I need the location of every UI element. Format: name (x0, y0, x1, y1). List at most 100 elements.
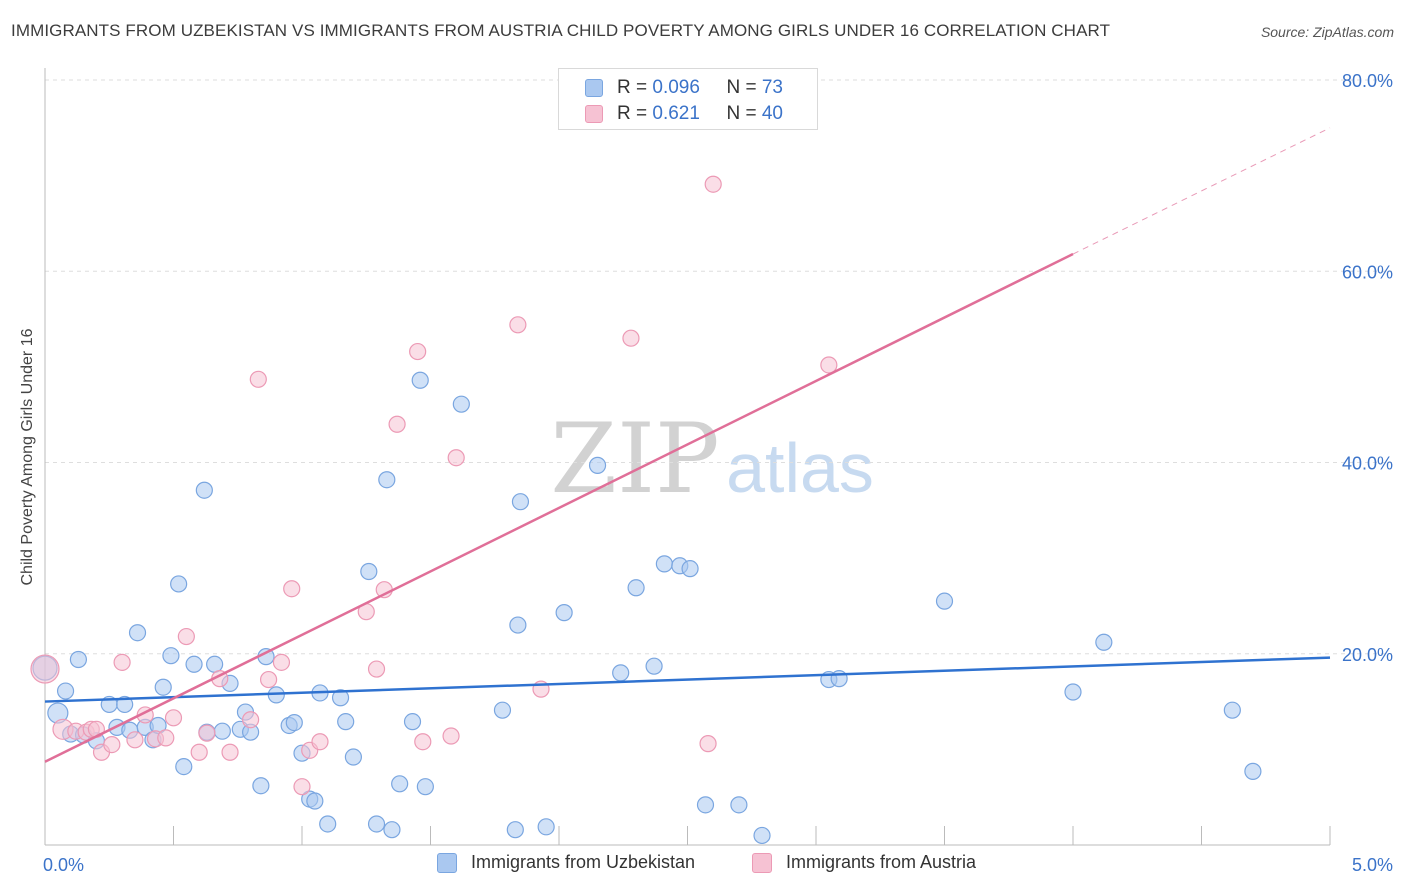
bottom-legend-swatch-blue (437, 853, 457, 873)
correlation-legend: R = 0.096 N = 73 R = 0.621 N = 40 (558, 68, 818, 130)
y-tick-label: 60.0% (1342, 262, 1393, 282)
data-point-austria (442, 727, 460, 745)
data-point-uzbekistan (331, 689, 350, 707)
data-point-austria (622, 329, 640, 347)
data-point-austria (283, 580, 301, 598)
data-point-uzbekistan (337, 713, 355, 731)
data-point-uzbekistan (116, 695, 134, 714)
data-point-austria (699, 735, 717, 753)
legend-r-value: 0.096 (652, 77, 700, 98)
data-point-uzbekistan (344, 748, 362, 766)
data-point-uzbekistan (383, 821, 401, 839)
data-point-uzbekistan (175, 757, 193, 776)
data-point-uzbekistan (645, 657, 663, 675)
data-point-austria (409, 342, 427, 361)
watermark-atlas: atlas (726, 429, 874, 507)
legend-swatch-blue (585, 79, 603, 97)
chart-source: Source: ZipAtlas.com (1260, 24, 1394, 40)
data-point-uzbekistan (730, 796, 748, 814)
data-point-austria (157, 729, 175, 747)
data-point-austria (388, 415, 406, 433)
data-point-uzbekistan (588, 456, 607, 474)
trend-line-austria-extension (1072, 127, 1331, 255)
data-point-uzbekistan (162, 647, 180, 665)
data-point-uzbekistan (285, 713, 303, 732)
data-point-uzbekistan (493, 701, 512, 719)
data-point-uzbekistan (1223, 701, 1241, 719)
data-point-uzbekistan (378, 471, 396, 489)
data-point-austria (190, 743, 208, 761)
y-tick-label: 80.0% (1342, 71, 1393, 91)
data-point-uzbekistan (511, 493, 530, 511)
watermark-zip: ZIP (550, 403, 719, 515)
data-point-uzbekistan (1095, 633, 1113, 651)
legend-n-label: N = (726, 103, 762, 124)
data-point-austria (113, 653, 131, 671)
data-point-austria (311, 733, 329, 751)
data-point-uzbekistan (56, 682, 75, 700)
data-point-uzbekistan (319, 815, 337, 833)
legend-n-value: 73 (761, 77, 783, 98)
data-point-uzbekistan (367, 815, 386, 833)
legend-swatch-pink (585, 105, 603, 123)
data-point-uzbekistan (391, 775, 409, 793)
data-point-uzbekistan (935, 592, 954, 610)
data-point-uzbekistan (252, 777, 270, 795)
data-point-austria (820, 356, 838, 374)
x-tick-label: 0.0% (43, 855, 84, 875)
data-point-uzbekistan (185, 655, 203, 673)
data-point-uzbekistan (452, 395, 470, 413)
data-point-uzbekistan (627, 579, 645, 597)
data-point-uzbekistan (1244, 762, 1262, 780)
data-point-austria (509, 316, 527, 334)
data-point-uzbekistan (753, 826, 771, 845)
data-point-austria (259, 670, 278, 689)
bottom-legend-label: Immigrants from Uzbekistan (471, 852, 696, 872)
bottom-legend-swatch-pink (752, 853, 772, 873)
data-point-uzbekistan (360, 562, 378, 581)
data-point-austria (30, 654, 60, 684)
data-point-austria (103, 735, 121, 754)
data-point-uzbekistan (509, 616, 527, 634)
data-point-austria (164, 709, 183, 727)
legend-n-value: 40 (761, 103, 783, 124)
legend-r-value: 0.621 (652, 103, 700, 124)
data-point-austria (447, 449, 465, 467)
data-point-uzbekistan (206, 655, 224, 673)
data-point-austria (272, 653, 291, 671)
data-point-uzbekistan (537, 818, 555, 836)
data-point-austria (704, 175, 722, 193)
data-point-uzbekistan (506, 821, 524, 839)
legend-n-label: N = (726, 77, 762, 98)
data-point-uzbekistan (69, 650, 88, 669)
data-point-uzbekistan (655, 555, 673, 573)
data-point-austria (249, 370, 267, 388)
legend-r-label: R = (617, 103, 653, 124)
bottom-legend-label: Immigrants from Austria (786, 852, 977, 872)
data-point-austria (414, 733, 432, 751)
y-tick-label: 20.0% (1342, 645, 1393, 665)
data-point-austria (293, 778, 311, 796)
data-point-uzbekistan (213, 722, 231, 740)
data-point-uzbekistan (403, 713, 422, 731)
data-point-uzbekistan (170, 575, 188, 593)
trend-line-uzbekistan (44, 656, 1331, 703)
data-point-uzbekistan (195, 481, 213, 499)
data-point-austria (198, 724, 216, 742)
data-point-uzbekistan (411, 371, 429, 389)
data-point-uzbekistan (696, 796, 715, 814)
data-point-uzbekistan (612, 664, 630, 682)
data-point-uzbekistan (1064, 683, 1082, 701)
data-point-uzbekistan (681, 560, 699, 578)
y-tick-label: 40.0% (1342, 454, 1393, 474)
data-point-austria (177, 627, 195, 646)
data-point-austria (367, 660, 386, 678)
data-point-uzbekistan (154, 678, 172, 696)
legend-r-label: R = (617, 77, 653, 98)
trend-line-austria (44, 252, 1074, 763)
data-point-austria (126, 731, 144, 749)
chart-title: IMMIGRANTS FROM UZBEKISTAN VS IMMIGRANTS… (11, 21, 1111, 40)
data-point-austria (221, 743, 239, 761)
data-point-uzbekistan (555, 604, 573, 622)
